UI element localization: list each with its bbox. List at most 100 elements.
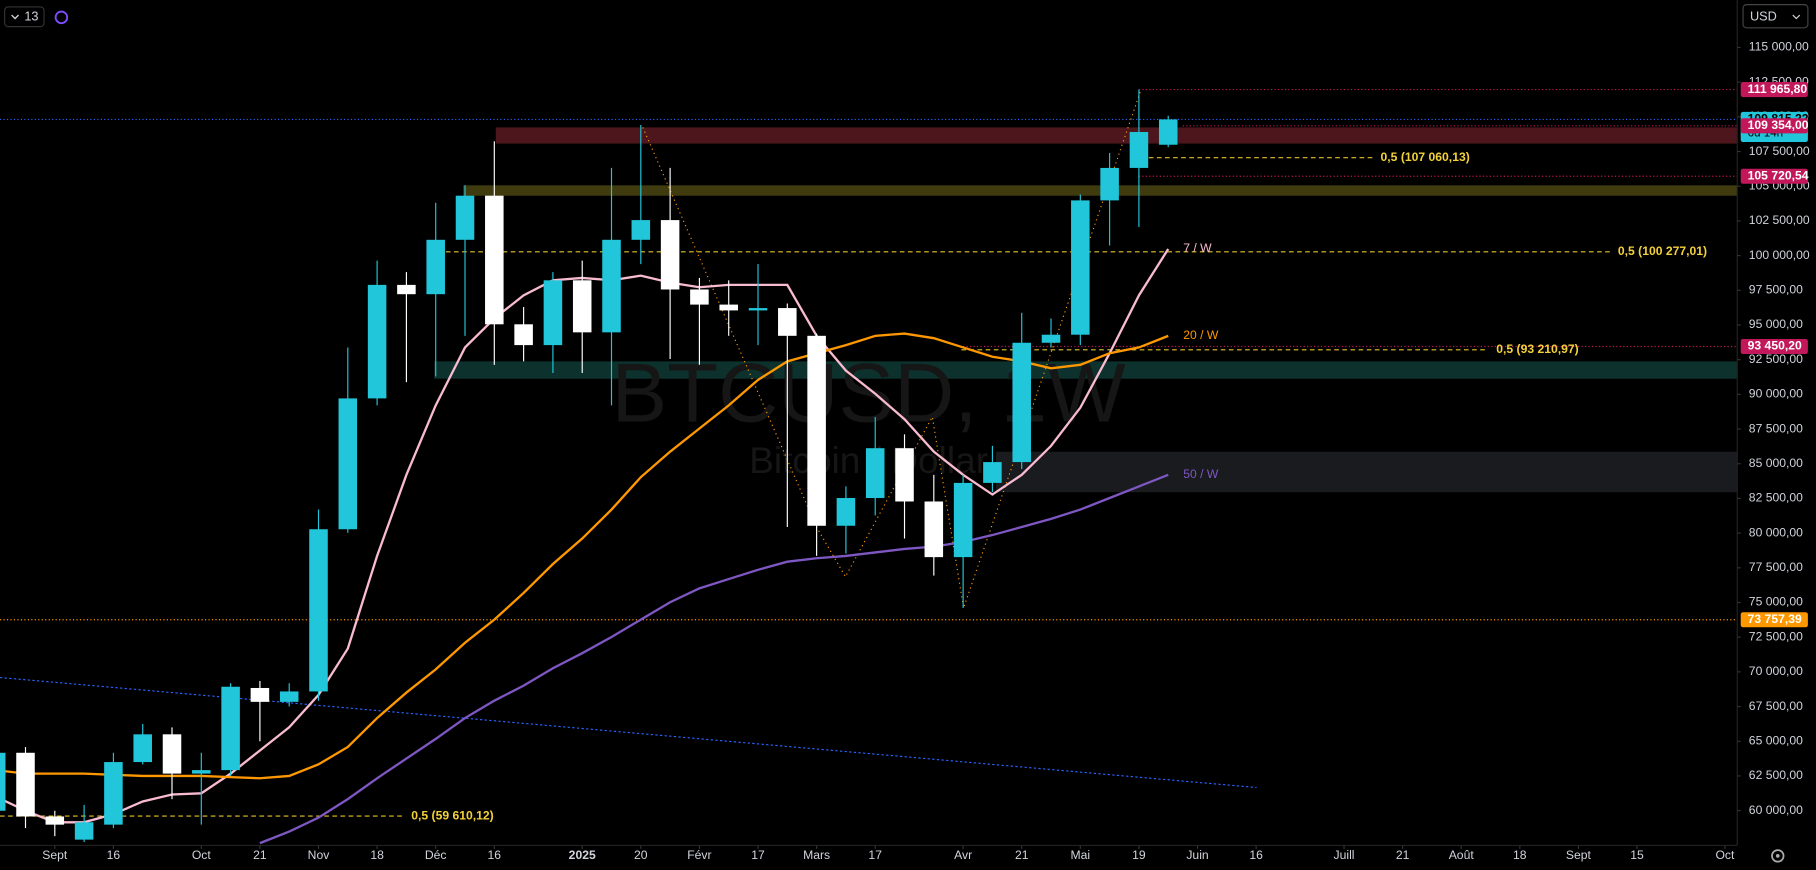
trend-line [0,676,1257,789]
gear[interactable] [1771,849,1785,863]
x-tick-label: Juin [1186,848,1208,862]
candle-body [74,822,94,840]
gear-center [1775,854,1780,858]
fib-label: 0,5 (93 210,97) [1496,342,1578,356]
chevron-icon [1792,14,1801,20]
candle-body [895,448,914,502]
series-label: 7 / W [1183,241,1212,255]
candle-body [426,239,445,295]
currency-label[interactable]: USD [1750,9,1777,24]
y-tick-label: 80 000,00 [1749,525,1803,539]
y-tick-label: 92 500,00 [1749,352,1803,366]
x-tick-label: 21 [253,848,267,862]
price-label: 105 720,54 [1748,168,1809,182]
candle-body [514,324,533,346]
fib-label: 0,5 (107 060,13) [1381,150,1470,164]
y-tick-label: 97 500,00 [1749,283,1803,297]
candle-body [1041,334,1061,343]
series-label: 50 / W [1183,467,1219,481]
y-tick-label: 62 500,00 [1749,768,1803,782]
y-tick-label: 60 000,00 [1749,803,1803,817]
replay-icon[interactable] [54,10,69,25]
button-label[interactable]: 13 [24,9,38,24]
x-tick-label: Déc [425,848,447,862]
x-tick-label: 18 [370,848,384,862]
candle-body [807,335,826,526]
candle-body [397,284,416,295]
price-label-box [1740,118,1808,134]
replay-circle[interactable] [54,10,69,25]
candle-body [865,448,885,499]
x-tick-label: Août [1449,848,1475,862]
candle-body [748,308,768,311]
y-tick-label: 82 500,00 [1749,491,1803,505]
zone [463,185,1738,196]
x-tick-label: 19 [1132,848,1146,862]
x-tick-label: 18 [1513,848,1527,862]
candle-body [367,284,387,399]
candle-body [631,220,651,240]
candle-body [309,529,328,692]
x-tick-label: 17 [751,848,765,862]
price-label-box [1740,168,1808,184]
y-tick-label: 87 500,00 [1749,421,1803,435]
currency-frame[interactable] [1742,4,1809,29]
interval-button[interactable]: 13 [4,6,45,28]
y-tick-label: 95 000,00 [1749,317,1803,331]
x-tick-label: 21 [1396,848,1410,862]
x-tick-label: 15 [1630,848,1644,862]
candle-body [221,686,240,771]
zone [995,451,1738,493]
candle-body [1100,167,1119,201]
x-tick-label: Oct [1715,848,1735,862]
button-frame[interactable] [4,6,45,28]
candle-body [602,239,621,333]
candle-body [719,304,738,311]
x-tick-label: Sept [1566,848,1592,862]
y-tick-label: 102 500,00 [1749,213,1810,227]
candle-body [16,752,35,817]
candle-body [543,280,563,346]
candle-body [572,280,592,333]
candle-body [778,308,797,336]
y-tick-label: 77 500,00 [1749,560,1803,574]
y-tick-label: 75 000,00 [1749,595,1803,609]
x-tick-label: Sept [42,848,68,862]
pattern-line [642,90,1142,609]
candle-body [192,770,211,774]
price-label: 109 354,00 [1748,118,1809,132]
x-tick-label: Mai [1071,848,1091,862]
x-tick-label: Avr [954,848,972,862]
y-tick-label: 85 000,00 [1749,456,1803,470]
candle-body [1071,200,1090,335]
candle-body [0,752,6,811]
x-tick-label: 20 [634,848,648,862]
x-tick-label: Mars [803,848,830,862]
x-tick-label: Oct [192,848,212,862]
y-tick-label: 70 000,00 [1749,664,1803,678]
y-tick-label: 90 000,00 [1749,387,1803,401]
y-tick-label: 65 000,00 [1749,733,1803,747]
candle-body [660,220,680,290]
zone [434,361,1738,379]
watermark: BTCUSD, 1W [612,347,1126,440]
moving-average [259,473,1169,845]
currency-button[interactable]: USD [1742,4,1809,29]
price-label: 73 757,39 [1748,612,1802,626]
settings-icon[interactable] [1771,849,1785,863]
price-label-box [1740,612,1808,628]
candle-body [1012,342,1031,463]
candle-body [338,398,358,530]
candle-body [983,462,1002,483]
x-tick-label: Nov [308,848,331,862]
candle-body [836,498,856,526]
candle-body [104,762,123,825]
candle-body [924,501,944,558]
candle-body [45,816,65,825]
candle-body [279,691,299,702]
candle-body [250,687,270,702]
candle-body [1158,119,1178,145]
